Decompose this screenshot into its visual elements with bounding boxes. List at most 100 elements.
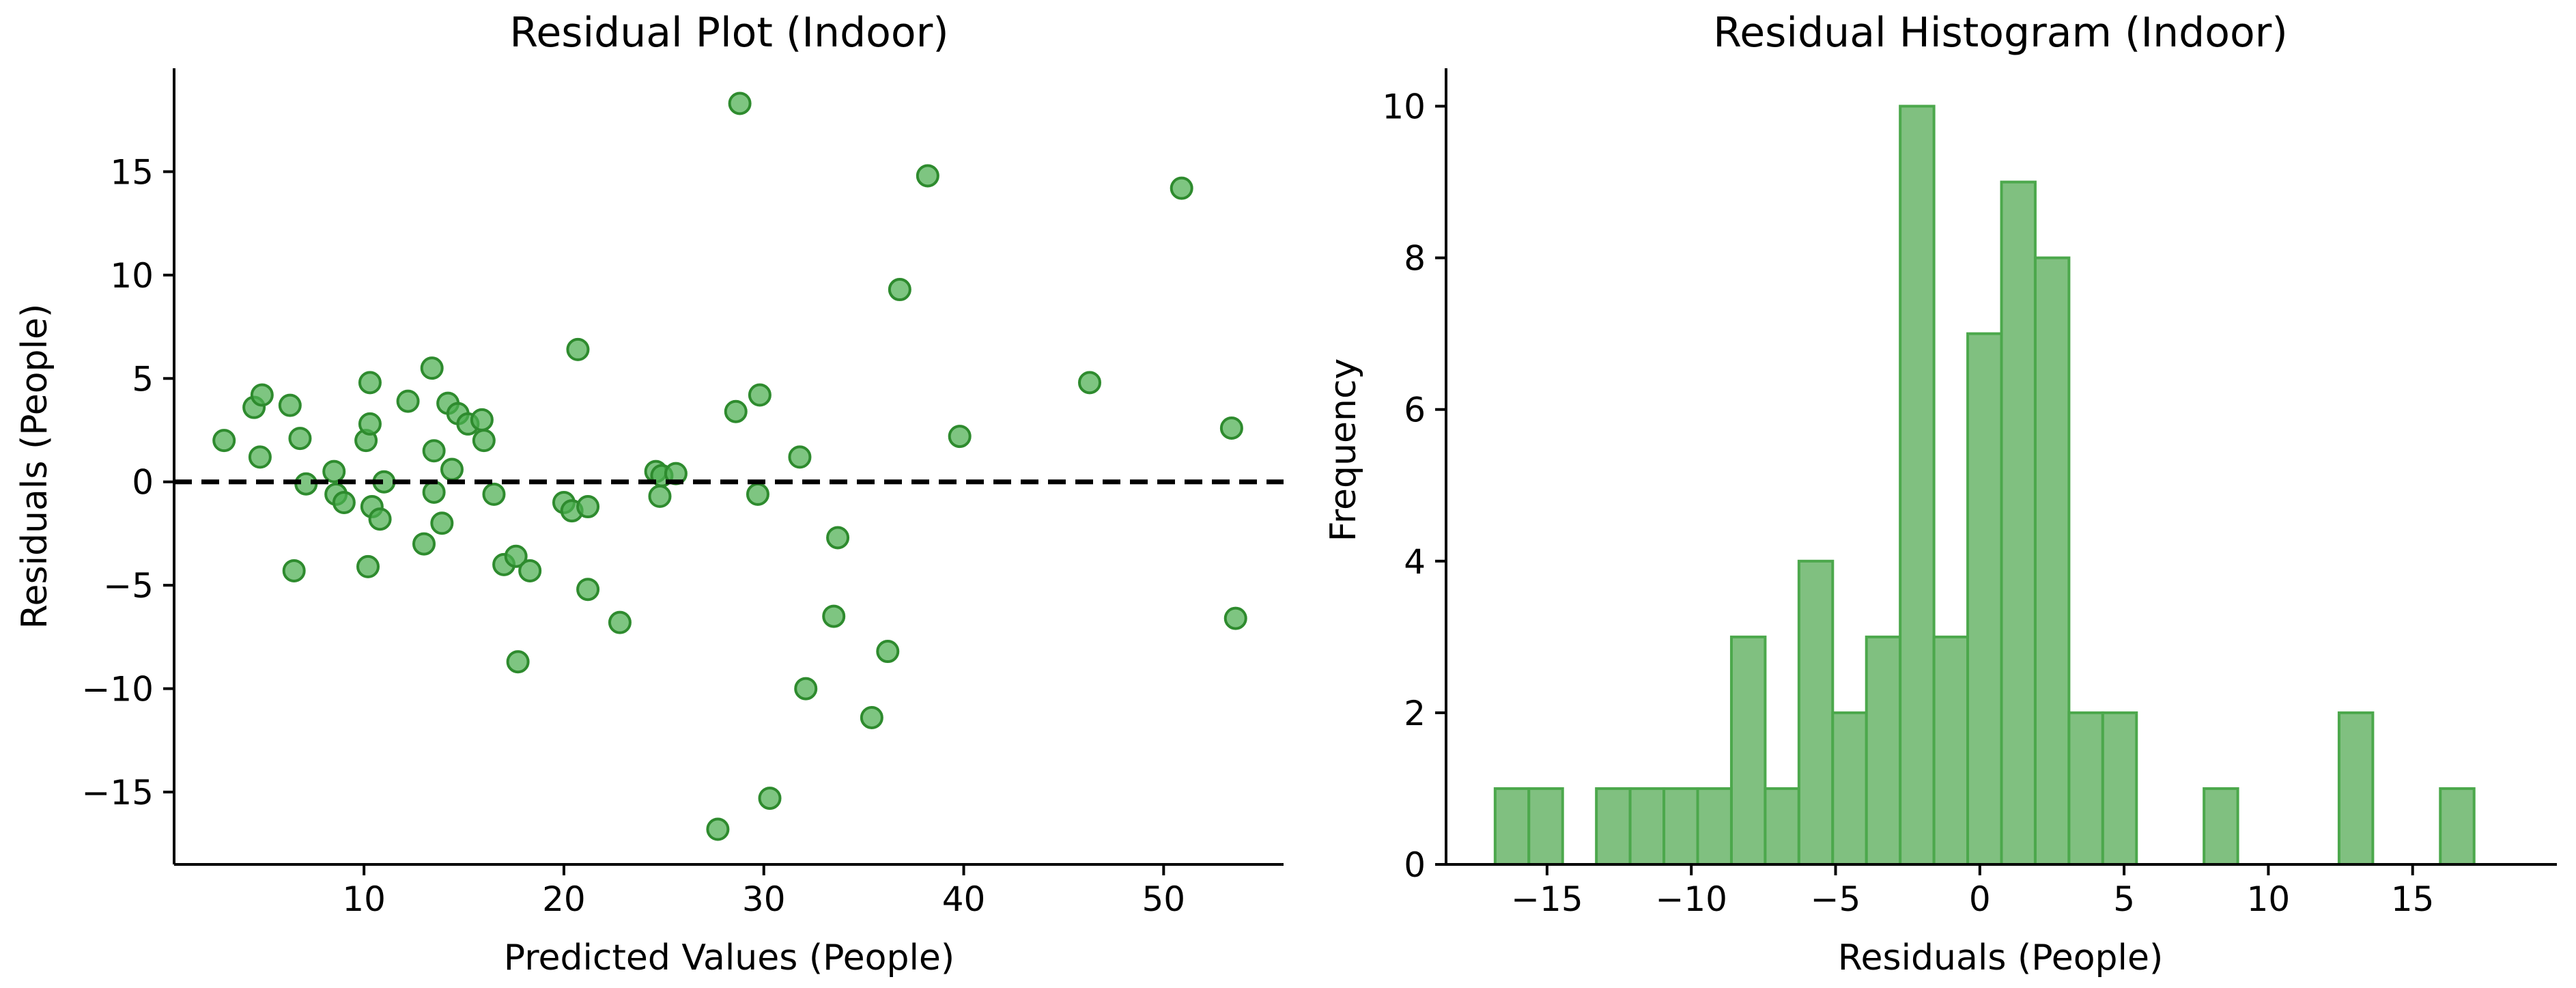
histogram-title: Residual Histogram (Indoor) bbox=[1713, 9, 2288, 57]
scatter-point bbox=[576, 578, 600, 602]
scatter-point bbox=[728, 91, 752, 115]
histogram-x-tick-label: 10 bbox=[2247, 879, 2291, 919]
scatter-point bbox=[356, 554, 380, 578]
scatter-point bbox=[420, 356, 444, 380]
scatter-point bbox=[576, 495, 600, 519]
scatter-point bbox=[278, 393, 302, 417]
histogram-bar bbox=[1527, 787, 1564, 866]
histogram-x-axis-label: Residuals (People) bbox=[1838, 937, 2164, 978]
histogram-x-tick-label: 0 bbox=[1969, 879, 1991, 919]
scatter-point bbox=[412, 532, 436, 556]
scatter-point bbox=[248, 445, 272, 469]
histogram-y-tick-label: 4 bbox=[1404, 542, 1426, 582]
scatter-point bbox=[282, 559, 306, 582]
histogram-x-tick-label: −10 bbox=[1655, 879, 1727, 919]
scatter-point bbox=[332, 491, 356, 514]
scatter-point bbox=[506, 650, 530, 674]
histogram-y-tick-label: 2 bbox=[1404, 694, 1426, 733]
scatter-y-tick-label: 0 bbox=[132, 463, 154, 503]
scatter-point bbox=[706, 817, 730, 841]
scatter-x-tick-label: 50 bbox=[1142, 879, 1186, 919]
histogram-y-tick-label: 8 bbox=[1404, 239, 1426, 279]
scatter-y-tick-label: 5 bbox=[132, 359, 154, 399]
scatter-point bbox=[1077, 371, 1101, 395]
histogram-bar bbox=[2439, 787, 2476, 866]
scatter-point bbox=[822, 604, 846, 628]
scatter-point bbox=[358, 371, 382, 395]
histogram-bar bbox=[2337, 711, 2375, 866]
scatter-point bbox=[608, 610, 632, 634]
scatter-point bbox=[648, 484, 672, 508]
scatter-point bbox=[916, 164, 939, 188]
scatter-point bbox=[430, 511, 454, 535]
histogram-x-ticks: −15 −10 −5 0 5 10 15 bbox=[1511, 864, 2435, 919]
histogram-bar bbox=[2000, 180, 2037, 866]
scatter-point bbox=[788, 445, 812, 469]
scatter-point bbox=[422, 439, 446, 463]
histogram-bar bbox=[1966, 332, 2003, 866]
scatter-x-tick-label: 20 bbox=[542, 879, 586, 919]
histogram-bar bbox=[1865, 635, 1902, 866]
scatter-point bbox=[876, 640, 900, 664]
histogram-y-axis-label: Frequency bbox=[1323, 358, 1364, 542]
scatter-x-tick-label: 10 bbox=[342, 879, 386, 919]
scatter-x-tick-label: 40 bbox=[942, 879, 986, 919]
scatter-point bbox=[472, 429, 496, 453]
histogram-x-tick-label: 15 bbox=[2391, 879, 2435, 919]
scatter-y-tick-label: 10 bbox=[110, 256, 154, 296]
scatter-points bbox=[212, 91, 1247, 841]
scatter-point bbox=[746, 482, 769, 506]
histogram-bar bbox=[1595, 787, 1632, 866]
scatter-point bbox=[422, 480, 446, 504]
histogram-y-tick-label: 6 bbox=[1404, 391, 1426, 430]
histogram-bar bbox=[2101, 711, 2138, 866]
scatter-point bbox=[1223, 606, 1247, 630]
scatter-point bbox=[724, 399, 748, 423]
histogram-y-tick-label: 10 bbox=[1382, 87, 1426, 127]
scatter-title: Residual Plot (Indoor) bbox=[509, 9, 948, 57]
scatter-y-tick-label: −5 bbox=[103, 566, 154, 606]
scatter-x-axis-label: Predicted Values (People) bbox=[504, 937, 954, 978]
scatter-point bbox=[566, 337, 590, 361]
histogram-bar bbox=[1696, 787, 1733, 866]
scatter-point bbox=[1170, 176, 1193, 200]
histogram-y-tick-label: 0 bbox=[1404, 845, 1426, 885]
histogram-bars bbox=[1493, 104, 2476, 866]
scatter-y-tick-label: −15 bbox=[81, 773, 154, 813]
scatter-point bbox=[482, 482, 506, 506]
scatter-point bbox=[212, 429, 236, 453]
histogram-bar bbox=[2203, 787, 2239, 866]
scatter-panel: Residual Plot (Indoor) 10 20 30 40 50 −15−10… bbox=[14, 9, 1284, 978]
histogram-panel: Residual Histogram (Indoor) −15 −10 −5 0 5 10… bbox=[1323, 9, 2557, 978]
histogram-bar bbox=[2033, 256, 2071, 866]
scatter-point bbox=[470, 408, 494, 432]
scatter-point bbox=[368, 507, 392, 531]
scatter-x-tick-label: 30 bbox=[742, 879, 786, 919]
histogram-bar bbox=[1932, 635, 1970, 866]
scatter-point bbox=[888, 278, 911, 302]
scatter-point bbox=[440, 457, 464, 481]
scatter-point bbox=[504, 544, 528, 568]
scatter-y-ticks: −15 −10 −5 0 5 10 15 bbox=[81, 152, 174, 813]
scatter-x-ticks: 10 20 30 40 50 bbox=[342, 864, 1185, 919]
histogram-y-ticks: 0 2 4 6 8 10 bbox=[1382, 87, 1446, 885]
histogram-bar bbox=[1899, 104, 1936, 866]
scatter-y-axis-label: Residuals (People) bbox=[14, 304, 55, 630]
histogram-x-tick-label: 5 bbox=[2113, 879, 2135, 919]
scatter-point bbox=[288, 427, 312, 451]
scatter-point bbox=[794, 677, 818, 701]
scatter-point bbox=[860, 705, 883, 729]
scatter-point bbox=[396, 389, 420, 413]
scatter-point bbox=[250, 383, 274, 407]
scatter-point bbox=[948, 425, 972, 449]
histogram-bar bbox=[1729, 635, 1767, 866]
scatter-y-tick-label: 15 bbox=[110, 152, 154, 192]
histogram-x-tick-label: −15 bbox=[1511, 879, 1583, 919]
histogram-bar bbox=[1764, 787, 1800, 866]
scatter-point bbox=[748, 383, 772, 407]
histogram-bar bbox=[1831, 711, 1868, 866]
scatter-point bbox=[322, 460, 346, 483]
histogram-bar bbox=[1797, 559, 1835, 866]
scatter-point bbox=[518, 559, 542, 582]
